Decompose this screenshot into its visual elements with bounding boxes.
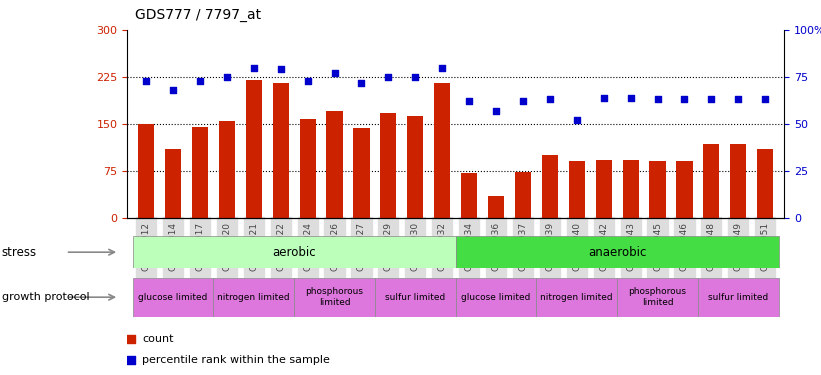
Bar xyxy=(165,149,181,217)
Bar xyxy=(542,155,558,218)
Bar xyxy=(536,278,617,317)
Point xyxy=(597,94,610,100)
Bar xyxy=(649,160,666,218)
Point xyxy=(436,64,449,70)
Point xyxy=(704,96,718,102)
Bar xyxy=(456,278,536,317)
Point xyxy=(220,74,233,80)
Text: nitrogen limited: nitrogen limited xyxy=(540,292,613,302)
Bar xyxy=(353,128,369,217)
Bar xyxy=(327,111,342,218)
Point xyxy=(624,94,637,100)
Bar xyxy=(218,121,235,218)
Point xyxy=(462,98,475,104)
Text: stress: stress xyxy=(2,246,37,259)
Bar xyxy=(434,83,450,218)
Point xyxy=(544,96,557,102)
Point xyxy=(194,78,207,84)
Text: phosphorous
limited: phosphorous limited xyxy=(305,288,364,307)
Text: growth protocol: growth protocol xyxy=(2,292,89,302)
Text: glucose limited: glucose limited xyxy=(138,292,208,302)
Text: count: count xyxy=(142,334,173,344)
Point xyxy=(759,96,772,102)
Bar xyxy=(133,278,213,317)
Text: sulfur limited: sulfur limited xyxy=(385,292,446,302)
Bar xyxy=(133,236,456,268)
Bar xyxy=(375,278,456,317)
Bar xyxy=(595,160,612,218)
Point xyxy=(382,74,395,80)
Bar xyxy=(730,144,746,218)
Bar xyxy=(245,80,262,218)
Bar xyxy=(515,172,531,217)
Point xyxy=(314,90,328,96)
Point xyxy=(274,66,287,72)
Point xyxy=(247,64,260,70)
Bar xyxy=(461,172,477,217)
Point xyxy=(489,108,502,114)
Text: phosphorous
limited: phosphorous limited xyxy=(629,288,686,307)
Bar xyxy=(407,116,424,218)
Text: anaerobic: anaerobic xyxy=(588,246,646,259)
Point xyxy=(732,96,745,102)
Bar xyxy=(617,278,698,317)
Point xyxy=(571,117,584,123)
Text: nitrogen limited: nitrogen limited xyxy=(218,292,290,302)
Text: sulfur limited: sulfur limited xyxy=(709,292,768,302)
Bar xyxy=(273,83,289,218)
Bar xyxy=(294,278,375,317)
Text: percentile rank within the sample: percentile rank within the sample xyxy=(142,355,330,365)
Bar xyxy=(488,196,504,217)
Point xyxy=(409,74,422,80)
Point xyxy=(167,87,180,93)
Point xyxy=(651,96,664,102)
Bar xyxy=(138,124,154,218)
Bar xyxy=(757,149,773,217)
Point xyxy=(678,96,691,102)
Bar xyxy=(192,127,208,218)
Bar xyxy=(622,160,639,218)
Text: aerobic: aerobic xyxy=(273,246,316,259)
Text: glucose limited: glucose limited xyxy=(461,292,530,302)
Bar xyxy=(380,113,397,218)
Point xyxy=(516,98,530,104)
Bar xyxy=(456,236,778,268)
Bar xyxy=(698,278,778,317)
Bar xyxy=(569,161,585,218)
Point xyxy=(140,78,153,84)
Bar xyxy=(300,119,316,218)
Bar xyxy=(213,278,294,317)
Point xyxy=(328,70,341,76)
Bar xyxy=(677,160,693,218)
Point xyxy=(301,78,314,84)
Bar xyxy=(704,144,719,218)
Point xyxy=(314,278,328,284)
Text: GDS777 / 7797_at: GDS777 / 7797_at xyxy=(135,9,262,22)
Point xyxy=(355,80,368,86)
